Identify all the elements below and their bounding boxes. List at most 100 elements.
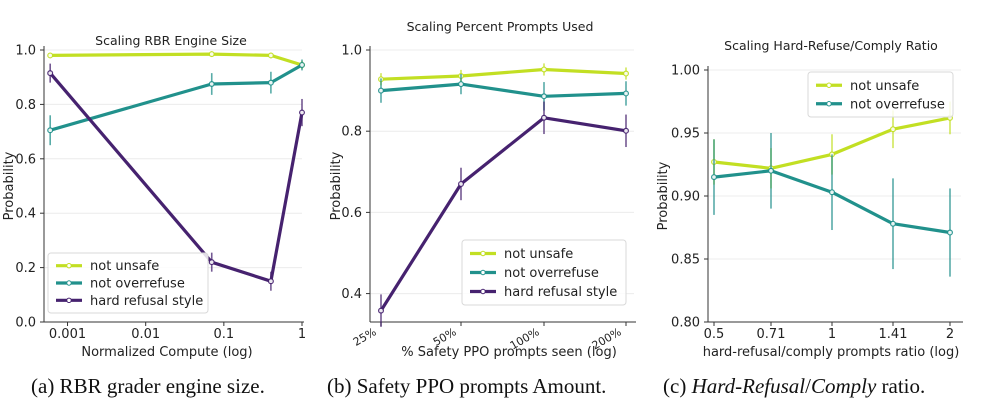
series-not-overrefuse [378,73,629,111]
y-tick-label: 0.6 [15,152,36,167]
y-tick-label: 0.90 [671,190,700,205]
series-line [379,116,628,313]
data-point [458,81,465,88]
caption-c-slash: / [805,374,811,398]
legend-marker [480,269,486,276]
data-point [946,229,953,236]
y-axis-label: Probability [656,161,671,230]
data-point [208,259,215,266]
series-line [48,71,304,283]
series-line [48,63,304,132]
y-tick-label: 1.0 [341,44,362,59]
x-axis-label: % Safety PPO prompts seen (log) [401,345,617,360]
data-point [47,70,54,77]
legend-marker [826,82,832,88]
legend-label: not unsafe [850,79,919,94]
legend: not unsafe not overrefuse [807,71,954,118]
data-point [47,127,54,134]
data-point [378,307,385,314]
y-tick-label: 0.4 [341,287,362,302]
legend-box [807,71,954,118]
legend-label: hard refusal style [90,294,203,309]
caption-c-italic-2: Comply [810,374,877,398]
legend: not unsafe not overrefuse hard refusal sty… [461,239,627,306]
x-tick-label: 25% [351,325,379,348]
caption-c: (c) Hard-Refusal/Comply ratio. [663,374,925,399]
y-tick-label: 1.0 [15,44,36,59]
y-tick-label: 0.80 [671,316,700,331]
x-tick-label: 0.01 [131,327,160,342]
x-tick-label: 0.71 [757,327,786,342]
y-tick-label: 0.8 [341,125,362,140]
legend-marker [480,250,486,257]
caption-a: (a) RBR grader engine size. [31,374,265,398]
caption-c-italic-1: Hard-Refusal [691,374,806,398]
legend-marker [66,297,72,304]
y-axis-label: Probability [2,151,17,220]
chart-title: Scaling RBR Engine Size [95,33,247,48]
y-tick-label: 1.00 [671,64,700,79]
data-point [378,87,385,94]
y-tick-label: 0.4 [15,207,36,222]
data-point [267,79,274,86]
caption-b: (b) Safety PPO prompts Amount. [327,374,607,398]
data-point [767,167,774,174]
legend-box [461,239,627,306]
x-tick-label: 2 [946,327,954,342]
series-line [379,82,628,98]
data-point [208,80,215,87]
data-point [299,61,306,68]
legend-label: not overrefuse [90,277,185,292]
data-point [889,220,896,227]
panel-refuse-comply-ratio: 0.80 0.85 0.90 0.95 1.00 0.5 0.71 1 1.41 2 Scaling… [656,38,963,360]
y-tick-label: 0.2 [15,261,36,276]
x-tick-label: 1.41 [879,327,908,342]
y-tick-label: 0.85 [671,253,700,268]
legend-label: not unsafe [90,259,159,274]
x-tick-label: 0.1 [213,327,234,342]
legend-marker [66,262,72,269]
series-hard-refusal-style [47,63,306,291]
series-line [379,67,628,81]
data-point [889,126,896,133]
x-tick-label: 1 [298,327,306,342]
series-not-unsafe [378,63,629,86]
y-tick-label: 0.6 [341,206,362,221]
data-point [622,90,629,97]
chart-title: Scaling Hard-Refuse/Comply Ratio [724,38,938,53]
data-point [540,66,547,73]
legend-label: not overrefuse [850,97,945,112]
x-tick-label: 0.001 [49,327,86,342]
legend-marker [480,288,486,295]
data-point [47,52,54,59]
y-axis-label: Probability [329,151,344,220]
legend-marker [826,101,832,107]
panel-rbr-engine-size: 0.0 0.2 0.4 0.6 0.8 1.0 0.001 0.01 0.1 1 Scaling R… [2,33,306,360]
data-point [267,52,274,59]
y-tick-label: 0.95 [671,127,700,142]
x-tick-label: 1 [828,327,836,342]
data-point [710,174,717,181]
y-tick-label: 0.8 [15,98,36,113]
chart-title: Scaling Percent Prompts Used [407,19,594,34]
legend-label: not unsafe [504,247,573,262]
series-not-overrefuse [47,59,306,146]
y-tick-label: 0.0 [15,316,36,331]
data-point [622,70,629,77]
data-point [540,93,547,100]
legend-label: not overrefuse [504,266,599,281]
data-point [458,180,465,187]
series-not-unsafe [47,51,306,70]
data-point [828,189,835,196]
data-point [622,127,629,134]
panel-percent-prompts: 0.40.60.81.025% 50% 100% 200%Scaling Percen… [329,19,636,360]
series-line [48,52,304,67]
legend-label: hard refusal style [504,285,617,300]
legend: not unsafe not overrefuse hard refusal sty… [47,252,209,314]
series-hard-refusal-style [378,101,629,327]
x-axis-label: hard-refusal/comply prompts ratio (log) [703,345,960,360]
legend-marker [66,280,72,286]
data-point [540,114,547,121]
x-tick-label: 0.5 [704,327,725,342]
